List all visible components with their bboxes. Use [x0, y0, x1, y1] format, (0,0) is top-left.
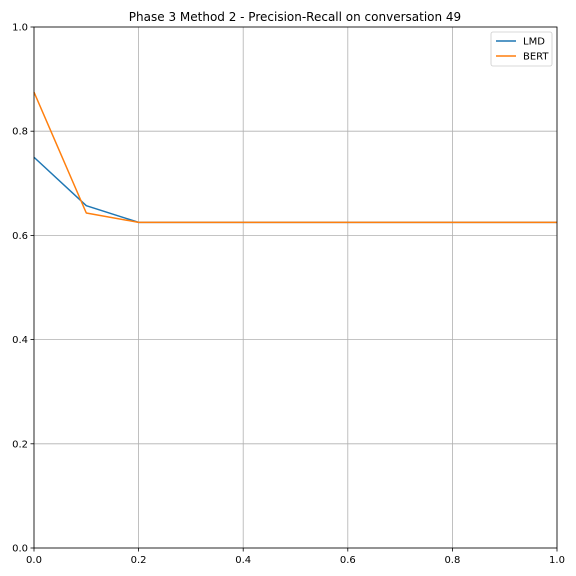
x-tick-label: 0.4 — [235, 555, 251, 566]
grid — [33, 26, 558, 549]
x-tick-label: 0.2 — [131, 555, 147, 566]
legend: LMD BERT — [490, 31, 553, 67]
series-lines — [33, 91, 557, 224]
y-tick-label: 0.0 — [12, 544, 28, 555]
legend-label-lmd: LMD — [523, 37, 545, 48]
chart-title: Phase 3 Method 2 - Precision-Recall on c… — [129, 10, 461, 24]
x-tick-label: 0.6 — [340, 555, 356, 566]
plot-frame — [33, 26, 558, 549]
y-tick-label: 0.4 — [12, 335, 28, 346]
x-tick-label: 0.0 — [26, 555, 42, 566]
x-tick-label: 1.0 — [549, 555, 565, 566]
series-line-lmd — [33, 156, 557, 224]
legend-label-bert: BERT — [523, 52, 549, 63]
y-tick-label: 0.2 — [12, 439, 28, 450]
y-tick-label: 1.0 — [12, 23, 28, 34]
series-line-bert — [33, 91, 557, 224]
x-tick-label: 0.8 — [444, 555, 460, 566]
y-tick-label: 0.8 — [12, 127, 28, 138]
y-tick-label: 0.6 — [12, 231, 28, 242]
axis-ticks: 0.0 0.2 0.4 0.6 0.8 1.0 0.0 0.2 0.4 0.6 0.8 1.0 — [12, 23, 565, 567]
